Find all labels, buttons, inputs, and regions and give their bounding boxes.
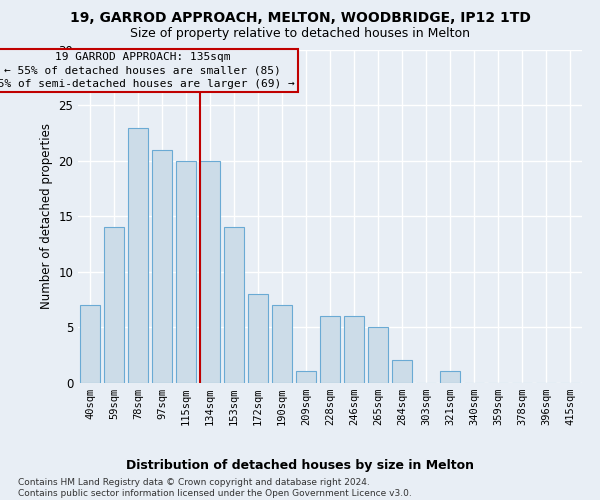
Text: Contains HM Land Registry data © Crown copyright and database right 2024.
Contai: Contains HM Land Registry data © Crown c… <box>18 478 412 498</box>
Text: Size of property relative to detached houses in Melton: Size of property relative to detached ho… <box>130 28 470 40</box>
Bar <box>296 372 316 382</box>
Text: 19, GARROD APPROACH, MELTON, WOODBRIDGE, IP12 1TD: 19, GARROD APPROACH, MELTON, WOODBRIDGE,… <box>70 11 530 25</box>
Bar <box>104 228 124 382</box>
Y-axis label: Number of detached properties: Number of detached properties <box>40 123 53 309</box>
Bar <box>200 161 220 382</box>
Text: 19 GARROD APPROACH: 135sqm
← 55% of detached houses are smaller (85)
45% of semi: 19 GARROD APPROACH: 135sqm ← 55% of deta… <box>0 52 295 88</box>
Bar <box>344 316 364 382</box>
Bar <box>224 228 244 382</box>
Bar <box>272 305 292 382</box>
Bar <box>176 161 196 382</box>
Text: Distribution of detached houses by size in Melton: Distribution of detached houses by size … <box>126 458 474 471</box>
Bar <box>392 360 412 382</box>
Bar <box>128 128 148 382</box>
Bar <box>368 327 388 382</box>
Bar <box>248 294 268 382</box>
Bar <box>440 372 460 382</box>
Bar <box>152 150 172 382</box>
Bar <box>80 305 100 382</box>
Bar <box>320 316 340 382</box>
